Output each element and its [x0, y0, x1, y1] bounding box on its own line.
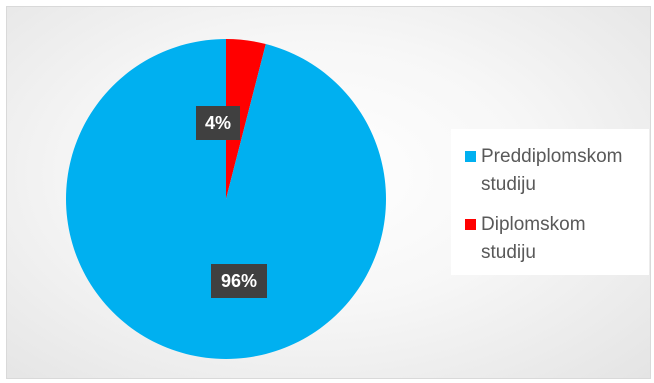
legend-label-diplomskom: Diplomskom studiju — [481, 211, 651, 267]
legend-label-line2: studiju — [481, 174, 536, 195]
data-label-text: 4% — [205, 113, 231, 133]
legend-label-preddiplomskom: Preddiplomskom studiju — [481, 143, 651, 199]
legend-label-line1: Preddiplomskom — [481, 146, 623, 167]
pie-slice-preddiplomskom — [65, 39, 386, 359]
data-label-box — [196, 106, 240, 140]
legend-swatch-red — [465, 219, 476, 230]
legend-swatch-blue — [465, 151, 476, 162]
legend-label-line1: Diplomskom — [481, 214, 586, 235]
pie-slice-diplomskom — [226, 39, 266, 199]
legend: Preddiplomskom studiju Diplomskom studij… — [451, 129, 649, 275]
chart-area: 4% 96% Preddiplomskom studiju Diplomskom … — [6, 6, 651, 379]
data-label-box — [211, 264, 267, 298]
data-label-preddiplomskom: 96% — [211, 264, 267, 298]
legend-label-line2: studiju — [481, 242, 536, 263]
data-label-diplomskom: 4% — [196, 106, 240, 140]
data-label-text: 96% — [221, 271, 257, 291]
pie-chart: 4% 96% — [65, 39, 386, 359]
